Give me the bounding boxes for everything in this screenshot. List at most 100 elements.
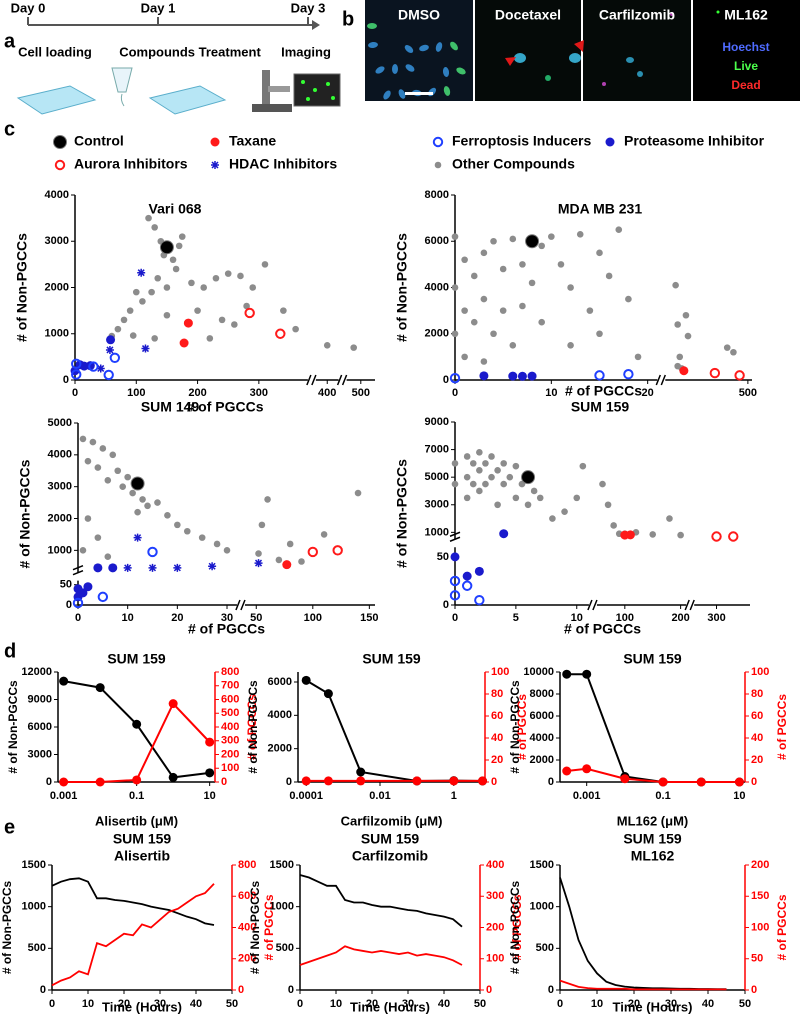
image-label: Carfilzomib — [599, 7, 675, 23]
data-point — [679, 366, 689, 376]
y-tick-label: 3000 — [28, 748, 52, 760]
data-point — [579, 462, 587, 470]
cell — [626, 57, 634, 63]
data-point — [490, 237, 497, 245]
x-tick-label: 50 — [226, 998, 238, 1010]
legend-label: Other Compounds — [452, 156, 575, 172]
legend-label: Proteasome Inhibitor — [624, 133, 765, 149]
y-tick-label: 9000 — [425, 416, 449, 428]
y2-tick-label: 600 — [221, 693, 239, 705]
data-point — [88, 361, 99, 372]
y-tick-label: 4000 — [530, 732, 554, 744]
data-point — [194, 307, 201, 314]
data-point — [237, 272, 244, 280]
data-point — [292, 325, 299, 333]
data-point — [200, 284, 207, 291]
monitor-dot — [301, 80, 305, 84]
data-point — [79, 435, 87, 443]
axis-break — [306, 374, 317, 386]
data-point — [89, 438, 97, 446]
data-point — [538, 242, 545, 250]
y2-tick-label: 80 — [491, 688, 503, 700]
y2-tick-label: 200 — [486, 921, 504, 933]
data-point — [249, 284, 257, 291]
day-label: Day 0 — [11, 0, 46, 15]
monitor-dot — [331, 96, 335, 100]
panel-label: e — [4, 816, 15, 838]
legend-label: HDAC Inhibitors — [229, 156, 337, 172]
y2-tick-label: 100 — [486, 953, 504, 965]
legend-label: Taxane — [229, 133, 276, 149]
data-point — [154, 499, 161, 506]
data-point — [301, 675, 311, 685]
data-point — [323, 776, 333, 786]
x-tick-label: 40 — [438, 998, 450, 1010]
data-point — [519, 302, 526, 310]
data-point — [224, 270, 232, 277]
data-point — [488, 453, 495, 460]
data-point — [132, 288, 140, 296]
y-tick-label: 6000 — [425, 235, 449, 247]
data-point — [213, 540, 221, 548]
legend-label: Aurora Inhibitors — [74, 156, 188, 172]
x-tick-label: 0.001 — [50, 790, 78, 802]
y2-tick-label: 0 — [486, 984, 492, 996]
data-point — [494, 501, 501, 509]
data-point — [538, 318, 545, 326]
data-point — [188, 279, 195, 287]
data-point — [244, 307, 255, 319]
image-tile — [475, 0, 581, 101]
y-tick-label: 6000 — [530, 710, 554, 722]
data-point — [129, 332, 137, 339]
data-point — [506, 473, 514, 481]
data-point — [178, 233, 186, 240]
x-tick-label: 20 — [171, 612, 183, 624]
y-tick-label: 0 — [286, 776, 292, 788]
data-point — [684, 332, 692, 340]
data-point — [119, 483, 127, 490]
x-tick-label: 50 — [739, 998, 751, 1010]
data-point — [512, 462, 520, 470]
chart-title: SUM 159 — [571, 399, 630, 415]
data-point — [451, 460, 459, 467]
y-tick-label: 1000 — [425, 526, 449, 538]
y2-axis-label: # of PGCCs — [775, 694, 789, 760]
data-point — [231, 321, 238, 328]
data-point — [463, 494, 471, 502]
data-point — [205, 768, 215, 778]
x-tick-label: 0 — [72, 387, 78, 399]
legend-marker — [605, 137, 615, 147]
data-point — [536, 494, 544, 502]
data-point — [144, 502, 151, 510]
data-point — [174, 521, 181, 529]
x-tick-label: 40 — [190, 998, 202, 1010]
y-tick-label: 0 — [63, 374, 69, 386]
y-tick-label: 5000 — [48, 417, 72, 429]
data-point — [615, 226, 623, 233]
monitor-dot — [306, 97, 310, 101]
y-tick-label: 500 — [276, 942, 294, 954]
data-point — [126, 307, 134, 314]
x-tick-label: 200 — [188, 387, 206, 399]
data-point — [469, 480, 477, 488]
data-point — [509, 342, 517, 349]
y2-tick-label: 60 — [491, 710, 503, 722]
chart-title: SUM 159 — [623, 651, 682, 667]
axis-break — [655, 374, 666, 386]
data-point — [79, 547, 87, 554]
data-point — [672, 281, 679, 289]
data-point — [499, 307, 507, 314]
y-tick-label: 1500 — [22, 859, 46, 871]
data-point — [499, 529, 509, 539]
cell — [443, 86, 451, 96]
y-tick-label: 0 — [548, 984, 554, 996]
y-tick-label: 0 — [548, 776, 554, 788]
data-point — [480, 295, 488, 303]
y2-tick-label: 700 — [221, 680, 239, 692]
y2-tick-label: 600 — [238, 890, 256, 902]
data-point — [124, 473, 131, 481]
cell — [404, 45, 414, 53]
channel-label: Dead — [731, 78, 760, 92]
